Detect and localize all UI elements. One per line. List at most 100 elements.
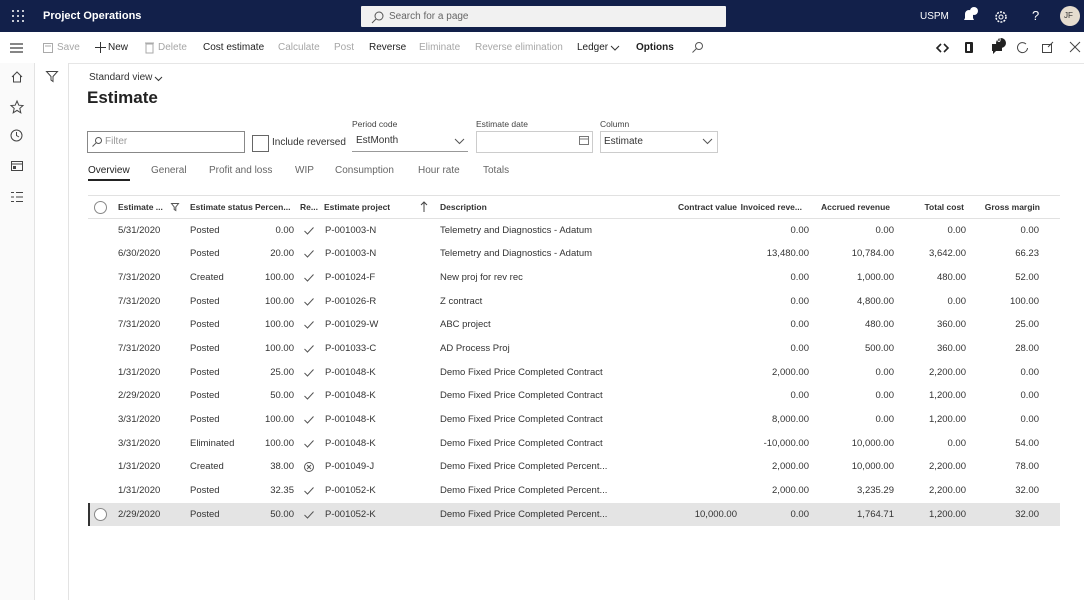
refresh-icon[interactable] [1017,42,1028,53]
view-chevron[interactable] [155,77,162,81]
action-button[interactable]: Ledger [577,40,608,56]
icon-shape [17,132,20,137]
action-button[interactable]: Calculate [278,40,320,56]
office-icon[interactable] [965,42,973,53]
cell: Telemetry and Diagnostics - Adatum [440,246,592,262]
column-header[interactable]: Estimate project [324,199,390,215]
modules-icon[interactable] [11,191,23,203]
settings-icon[interactable] [994,10,1008,24]
icon-shape [375,12,383,20]
action-button[interactable]: Post [334,40,354,56]
icon-shape [172,204,179,211]
icon-shape [305,393,314,400]
date-filter-icon[interactable] [171,203,179,211]
tab[interactable]: Totals [483,163,509,179]
column-header[interactable]: Accrued revenue [821,199,890,215]
hamburger-icon[interactable] [10,43,24,53]
action-button[interactable]: Reverse elimination [475,40,563,56]
cell: Posted [190,483,220,499]
icon-shape [17,10,19,12]
tab[interactable]: Hour rate [418,163,460,179]
action-button[interactable]: New [108,40,128,56]
action-button[interactable]: Save [57,40,80,56]
header-select-circle[interactable] [94,201,107,214]
column-header[interactable]: Description [440,199,487,215]
cell: 2,000.00 [772,459,809,475]
link-icon[interactable] [937,44,948,52]
filter-pane-icon[interactable] [46,71,58,82]
cell: 10,000.00 [852,459,894,475]
sort-arrow[interactable] [421,202,427,212]
close-icon[interactable] [1070,42,1080,52]
cell: 32.00 [1015,507,1039,523]
tab[interactable]: WIP [295,163,314,179]
icon-shape [696,43,703,50]
view-selector[interactable]: Standard view [89,70,152,86]
cell: 32.35 [270,483,294,499]
column-header[interactable]: Re... [300,199,318,215]
icon-shape [12,15,14,17]
cell: 1/31/2020 [118,459,160,475]
cell: 66.23 [1015,246,1039,262]
cell: 1,764.71 [857,507,894,523]
cell: Demo Fixed Price Completed Contract [440,365,603,381]
icon-shape [703,139,712,144]
column-header[interactable]: Estimate status [190,199,253,215]
include-reversed-label: Include reversed [272,135,346,151]
column-header[interactable]: Percen... [255,199,290,215]
waffle-icon[interactable] [12,10,24,22]
cell: 100.00 [265,412,294,428]
cell: 2/29/2020 [118,507,160,523]
include-reversed-checkbox[interactable] [252,135,269,152]
icon-shape [12,10,14,12]
workspaces-icon[interactable] [11,161,23,171]
reversed-check [304,345,314,353]
reversed-check [304,298,314,306]
message-badge-count: 0 [997,33,1001,49]
action-button[interactable]: Cost estimate [203,40,264,56]
bell-icon[interactable] [961,7,979,25]
cell: 0.00 [276,223,295,239]
help-button[interactable]: ? [1032,8,1039,24]
icon-shape [305,511,314,518]
cell: 50.00 [270,388,294,404]
favorites-icon[interactable] [10,100,24,114]
action-button[interactable]: Reverse [369,40,406,56]
column-header[interactable]: Gross margin [985,199,1040,215]
tab[interactable]: Overview [88,163,130,179]
column-header[interactable]: Contract value [678,199,737,215]
cell: Demo Fixed Price Completed Contract [440,388,603,404]
cell: 0.00 [876,412,895,428]
icon-shape [693,49,697,53]
action-search-icon[interactable] [692,42,703,53]
recent-icon[interactable] [10,129,23,142]
column-header[interactable]: Estimate ... [118,199,163,215]
icon-shape [12,20,14,22]
app-name: Project Operations [43,8,141,24]
cell: 20.00 [270,246,294,262]
action-button[interactable]: Eliminate [419,40,460,56]
cell: P-001024-F [325,270,375,286]
column-header[interactable]: Invoiced reve... [741,199,802,215]
icon-shape [305,487,314,494]
cell: 100.00 [1010,294,1039,310]
tab[interactable]: General [151,163,187,179]
home-icon[interactable] [11,71,23,83]
cell: 0.00 [876,388,895,404]
tab[interactable]: Consumption [335,163,394,179]
estimate-date-input[interactable] [476,131,593,153]
cell: 3,642.00 [929,246,966,262]
column-header[interactable]: Total cost [924,199,964,215]
cell: 54.00 [1015,436,1039,452]
calendar-icon[interactable] [579,136,589,145]
cell: P-001026-R [325,294,376,310]
cell: Posted [190,294,220,310]
action-button[interactable]: Delete [158,40,187,56]
cell: 0.00 [1021,412,1040,428]
filter-placeholder: Filter [105,134,127,150]
open-icon[interactable] [1042,42,1054,53]
action-button[interactable]: Options [636,40,674,56]
tab[interactable]: Profit and loss [209,163,272,179]
company[interactable]: USPM [920,9,949,25]
cell: P-001052-K [325,483,376,499]
